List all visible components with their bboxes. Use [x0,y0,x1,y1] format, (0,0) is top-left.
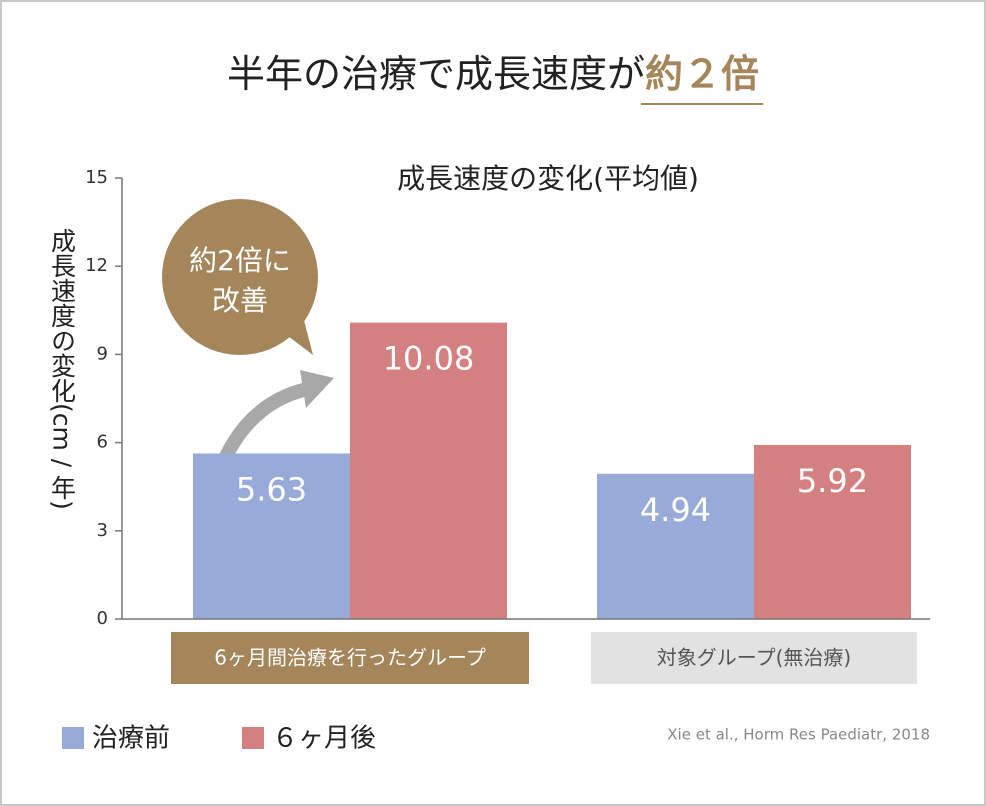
y-tick-label: 15 [85,167,108,188]
y-tick-label: 0 [97,608,108,629]
value-label: 5.92 [797,462,868,500]
annotation-line: 約2倍に [189,244,291,277]
x-tick-label: 6ヶ月間治療を行ったグループ [214,646,486,670]
bar [597,473,754,619]
bubble [162,199,318,355]
chart-title: 半年の治療で成長速度が約２倍 [227,52,759,96]
y-tick-label: 12 [85,255,108,276]
title-emphasis: 約２倍 [645,52,759,96]
y-tick-label: 6 [97,432,108,453]
annotation-line: 改善 [212,284,268,317]
y-axis-label: 成長速度の変化(cm / 年) [48,228,77,510]
bar [754,444,911,619]
title-main: 半年の治療で成長速度が [227,52,645,96]
bar [193,453,350,619]
annotation-bubble [162,199,334,472]
category-box [171,632,529,684]
value-label: 10.08 [383,340,475,378]
arrow [215,381,319,472]
source: Xie et al., Horm Res Paediatr, 2018 [667,726,930,744]
bubble-tail [280,305,313,355]
legend-label: 治療前 [92,724,170,754]
arrow-head [300,370,334,408]
y-tick-label: 9 [97,343,108,364]
y-tick-label: 3 [97,520,108,541]
legend-swatch [62,727,84,749]
value-label: 4.94 [640,491,711,529]
legend-swatch [242,727,264,749]
category-box [591,632,917,684]
bar [350,322,507,619]
x-tick-label: 対象グループ(無治療) [657,646,851,670]
legend-label: ６ヶ月後 [272,724,376,754]
chart-subtitle: 成長速度の変化(平均値) [397,162,699,195]
value-label: 5.63 [236,470,307,508]
